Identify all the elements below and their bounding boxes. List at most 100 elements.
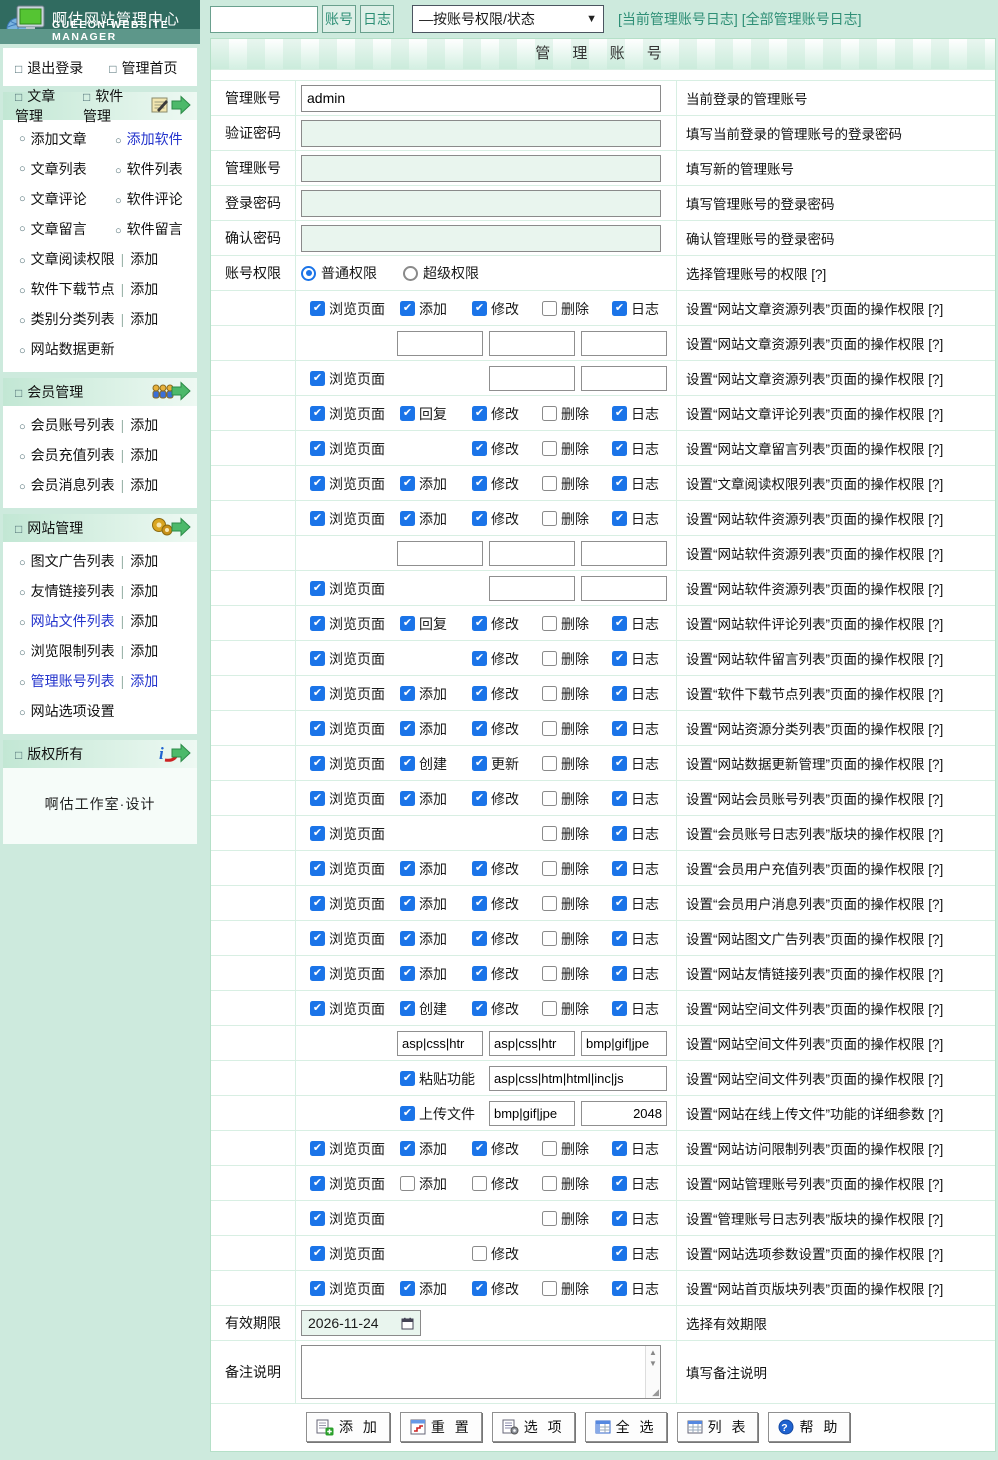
permission-checkbox[interactable]: ✔ bbox=[310, 791, 325, 806]
permission-param-input[interactable] bbox=[489, 1031, 575, 1056]
permission-checkbox[interactable]: ✔ bbox=[310, 896, 325, 911]
sidebar-link[interactable]: ○ 会员消息列表 bbox=[19, 477, 115, 493]
account-search-input[interactable] bbox=[210, 5, 318, 33]
permission-checkbox[interactable]: ✔ bbox=[310, 371, 325, 386]
permission-checkbox[interactable]: ✔ bbox=[472, 406, 487, 421]
sidebar-link[interactable]: ○ 文章阅读权限 bbox=[19, 251, 115, 267]
permission-checkbox[interactable]: ✔ bbox=[310, 1211, 325, 1226]
permission-checkbox[interactable]: ✔ bbox=[472, 476, 487, 491]
permission-param-input[interactable] bbox=[397, 331, 483, 356]
permission-checkbox[interactable]: ✔ bbox=[612, 721, 627, 736]
permission-checkbox[interactable]: ✔ bbox=[310, 406, 325, 421]
permission-param-input[interactable] bbox=[581, 541, 667, 566]
field-input[interactable] bbox=[301, 224, 661, 252]
permission-checkbox[interactable]: ✔ bbox=[400, 476, 415, 491]
permission-checkbox[interactable]: ✔ bbox=[310, 1176, 325, 1191]
permission-checkbox[interactable]: ✔ bbox=[612, 1211, 627, 1226]
permission-checkbox[interactable]: ✔ bbox=[400, 931, 415, 946]
permission-checkbox[interactable]: ✔ bbox=[400, 791, 415, 806]
permission-checkbox[interactable]: ✔ bbox=[310, 476, 325, 491]
permission-checkbox[interactable]: ✔ bbox=[472, 756, 487, 771]
scrollbar[interactable]: ▲ ▼ bbox=[645, 1346, 660, 1398]
permission-checkbox[interactable]: ✔ bbox=[400, 1141, 415, 1156]
permission-checkbox[interactable]: ✔ bbox=[310, 441, 325, 456]
permission-checkbox[interactable]: ✔ bbox=[310, 966, 325, 981]
sidebar-link[interactable]: ○ 管理账号列表 bbox=[19, 673, 115, 689]
permission-checkbox[interactable]: ✔ bbox=[472, 1001, 487, 1016]
account-search-button[interactable]: 账号 bbox=[322, 5, 356, 33]
permission-radio[interactable] bbox=[301, 265, 316, 281]
permission-checkbox[interactable]: ✔ bbox=[612, 651, 627, 666]
permission-checkbox[interactable]: ✔ bbox=[612, 686, 627, 701]
permission-checkbox[interactable]: ✔ bbox=[400, 896, 415, 911]
permission-checkbox[interactable] bbox=[542, 476, 557, 491]
permission-checkbox[interactable]: ✔ bbox=[400, 406, 415, 421]
选项-button[interactable]: 选 项 bbox=[491, 1412, 575, 1442]
scroll-up-icon[interactable]: ▲ bbox=[649, 1348, 657, 1357]
sidebar-link[interactable]: ○ 添加软件 bbox=[115, 131, 183, 147]
permission-checkbox[interactable] bbox=[542, 826, 557, 841]
permission-checkbox[interactable]: ✔ bbox=[612, 791, 627, 806]
permission-checkbox[interactable]: ✔ bbox=[310, 651, 325, 666]
permission-checkbox[interactable]: ✔ bbox=[310, 931, 325, 946]
permission-checkbox[interactable] bbox=[472, 1246, 487, 1261]
permission-param-input[interactable] bbox=[581, 366, 667, 391]
permission-checkbox[interactable]: ✔ bbox=[612, 1176, 627, 1191]
sidebar-link[interactable]: ○ 软件列表 bbox=[115, 161, 183, 177]
permission-checkbox[interactable]: ✔ bbox=[310, 1001, 325, 1016]
permission-param-input[interactable] bbox=[397, 1031, 483, 1056]
permission-checkbox[interactable]: ✔ bbox=[400, 966, 415, 981]
all-account-log-link[interactable]: [全部管理账号日志] bbox=[741, 11, 862, 27]
sidebar-item-home[interactable]: □ 管理首页 bbox=[109, 60, 178, 76]
sidebar-link[interactable]: ○ 网站选项设置 bbox=[19, 703, 115, 719]
permission-checkbox[interactable]: ✔ bbox=[400, 1106, 415, 1121]
permission-checkbox[interactable]: ✔ bbox=[400, 721, 415, 736]
sidebar-section-link[interactable]: □ 文章管理 bbox=[15, 88, 56, 124]
field-input[interactable] bbox=[301, 189, 661, 217]
sidebar-add-link[interactable]: 添加 bbox=[130, 613, 159, 629]
permission-checkbox[interactable]: ✔ bbox=[310, 1141, 325, 1156]
permission-checkbox[interactable] bbox=[542, 1281, 557, 1296]
permission-checkbox[interactable] bbox=[542, 1176, 557, 1191]
permission-checkbox[interactable]: ✔ bbox=[612, 931, 627, 946]
permission-checkbox[interactable]: ✔ bbox=[472, 721, 487, 736]
permission-param-input[interactable] bbox=[489, 541, 575, 566]
sidebar-add-link[interactable]: 添加 bbox=[130, 281, 159, 297]
permission-checkbox[interactable]: ✔ bbox=[400, 616, 415, 631]
permission-checkbox[interactable]: ✔ bbox=[612, 406, 627, 421]
sidebar-link[interactable]: ○ 软件留言 bbox=[115, 221, 183, 237]
sidebar-link[interactable]: ○ 图文广告列表 bbox=[19, 553, 115, 569]
permission-param-input[interactable] bbox=[581, 1031, 667, 1056]
permission-checkbox[interactable] bbox=[542, 511, 557, 526]
permission-checkbox[interactable]: ✔ bbox=[612, 476, 627, 491]
重置-button[interactable]: 重 置 bbox=[399, 1412, 482, 1442]
sidebar-link[interactable]: ○ 类别分类列表 bbox=[19, 311, 115, 327]
permission-checkbox[interactable]: ✔ bbox=[310, 301, 325, 316]
current-account-log-link[interactable]: [当前管理账号日志] bbox=[618, 11, 738, 27]
permission-checkbox[interactable]: ✔ bbox=[310, 1281, 325, 1296]
sidebar-add-link[interactable]: 添加 bbox=[130, 477, 159, 493]
sidebar-add-link[interactable]: 添加 bbox=[130, 251, 159, 267]
permission-checkbox[interactable]: ✔ bbox=[612, 756, 627, 771]
resize-grip-icon[interactable]: ◢ bbox=[652, 1387, 659, 1397]
field-input[interactable] bbox=[301, 154, 661, 182]
sidebar-link[interactable]: ○ 文章留言 bbox=[19, 221, 87, 237]
permission-checkbox[interactable]: ✔ bbox=[612, 1246, 627, 1261]
permission-checkbox[interactable]: ✔ bbox=[612, 441, 627, 456]
列表-button[interactable]: 列 表 bbox=[676, 1412, 759, 1442]
field-input[interactable] bbox=[301, 119, 661, 147]
permission-checkbox[interactable]: ✔ bbox=[400, 861, 415, 876]
permission-param-input[interactable] bbox=[397, 541, 483, 566]
permission-checkbox[interactable] bbox=[542, 406, 557, 421]
sidebar-add-link[interactable]: 添加 bbox=[130, 583, 159, 599]
permission-checkbox[interactable] bbox=[472, 1176, 487, 1191]
sidebar-link[interactable]: ○ 浏览限制列表 bbox=[19, 643, 115, 659]
permission-checkbox[interactable]: ✔ bbox=[472, 1281, 487, 1296]
permission-checkbox[interactable]: ✔ bbox=[612, 966, 627, 981]
permission-checkbox[interactable]: ✔ bbox=[472, 861, 487, 876]
permission-checkbox[interactable] bbox=[400, 1176, 415, 1191]
sidebar-item-logout[interactable]: □ 退出登录 bbox=[15, 60, 84, 76]
sidebar-add-link[interactable]: 添加 bbox=[130, 311, 159, 327]
帮助-button[interactable]: ? 帮 助 bbox=[768, 1412, 851, 1442]
permission-checkbox[interactable]: ✔ bbox=[310, 686, 325, 701]
